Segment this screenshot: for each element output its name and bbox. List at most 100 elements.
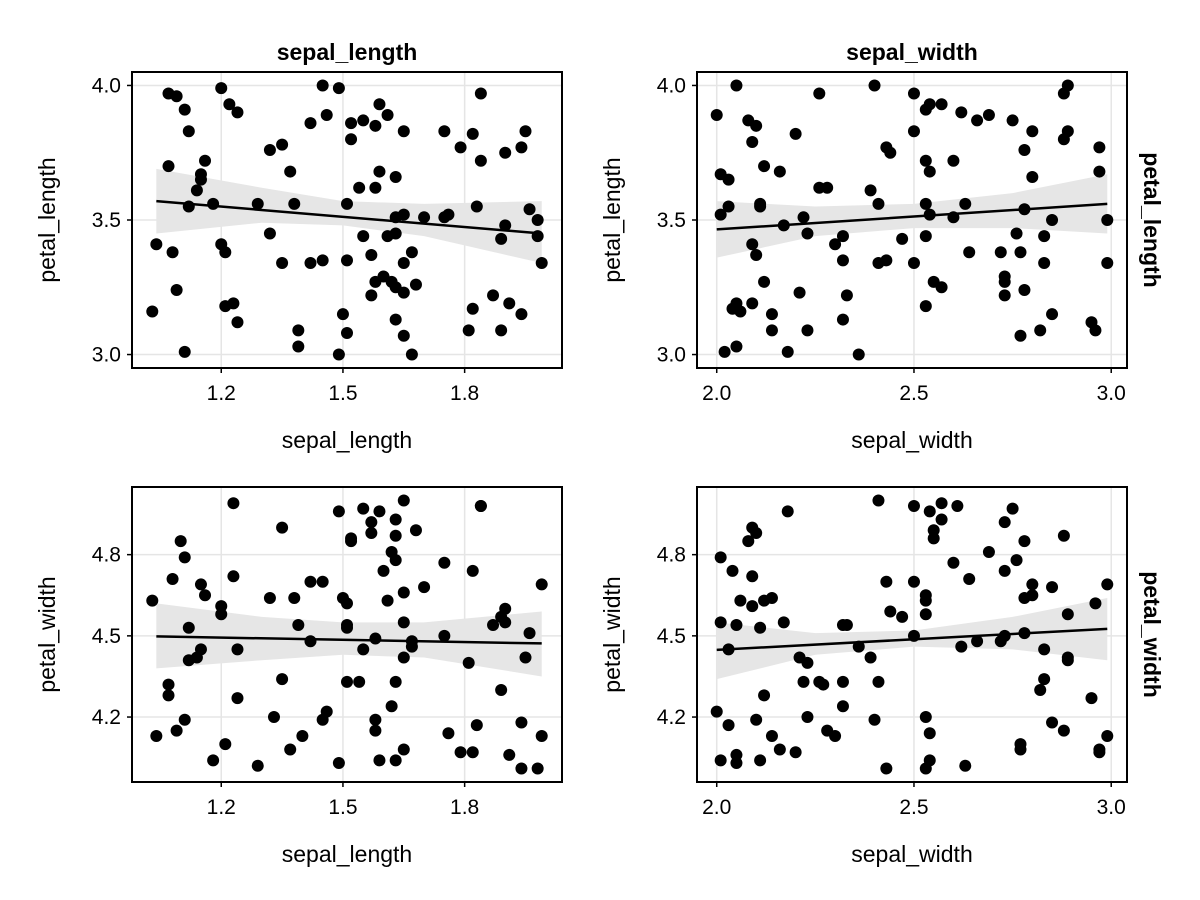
data-point [389,170,402,183]
data-point [178,103,191,116]
data-point [781,505,794,518]
data-point [1093,141,1106,154]
data-point [923,505,936,518]
data-point [466,127,479,140]
y-tick-label: 4.2 [657,706,686,729]
data-point [880,575,893,588]
data-point [418,581,431,594]
data-point [959,759,972,772]
data-point [454,746,467,759]
data-point [840,619,853,632]
data-point [495,232,508,245]
data-point [750,713,763,726]
data-point [288,591,301,604]
data-point [801,656,814,669]
data-point [474,499,487,512]
data-point [935,281,948,294]
data-point [495,683,508,696]
data-point [276,673,289,686]
data-point [405,348,418,361]
x-axis-label: sepal_width [851,427,972,453]
x-tick-label: 2.5 [899,796,928,819]
data-point [963,246,976,259]
x-tick-label: 1.8 [450,796,479,819]
data-point [836,675,849,688]
data-point [336,308,349,321]
data-point [438,556,451,569]
data-point [178,345,191,358]
data-point [531,762,544,775]
data-point [304,575,317,588]
data-point [397,125,410,138]
data-point [789,746,802,759]
data-point [357,230,370,243]
data-point [162,160,175,173]
data-point [1006,502,1019,515]
data-point [971,114,984,127]
data-point [267,711,280,724]
data-point [207,754,220,767]
x-tick-label: 1.2 [207,382,236,405]
data-point [750,527,763,540]
data-point [1018,535,1031,548]
data-point [852,640,865,653]
data-point [1046,581,1059,594]
data-point [178,713,191,726]
x-tick-label: 1.5 [328,796,357,819]
data-point [750,119,763,132]
data-point [714,208,727,221]
data-point [765,308,778,321]
data-point [365,248,378,261]
x-axis-label: sepal_length [282,841,412,867]
y-tick-label: 3.0 [92,344,121,367]
data-point [789,127,802,140]
data-point [951,499,964,512]
data-point [734,594,747,607]
y-tick-label: 4.5 [657,625,686,648]
regression-line [156,199,542,235]
data-point [1093,165,1106,178]
data-point [872,197,885,210]
data-point [397,616,410,629]
data-point [320,705,333,718]
data-point [292,324,305,337]
data-point [884,605,897,618]
data-point [836,313,849,326]
data-point [170,90,183,103]
data-point [178,551,191,564]
y-axis-label: petal_width [599,576,625,692]
data-point [381,109,394,122]
data-point [304,117,317,130]
data-point [405,246,418,259]
data-point [907,125,920,138]
data-point [742,535,755,548]
data-point [1046,214,1059,226]
data-point [474,87,487,100]
data-point [523,203,536,216]
data-point [535,729,548,742]
data-point [868,79,881,92]
data-point [1046,716,1059,729]
data-point [710,109,723,122]
data-point [199,589,212,602]
data-point [166,573,179,586]
data-point [817,678,830,691]
data-point [840,289,853,302]
data-point [231,106,244,119]
data-point [389,513,402,526]
data-point [880,254,893,267]
data-point [746,600,759,613]
data-point [341,675,353,688]
data-point [829,729,842,742]
data-point [503,748,516,761]
data-point [357,643,370,656]
data-point [884,146,897,159]
data-point [998,564,1011,577]
data-point [438,629,451,642]
data-point [935,497,948,510]
data-point [1061,608,1074,621]
data-point [466,564,479,577]
data-point [765,729,778,742]
panel-3: 2.0 2.5 3.0 4.2 4.5 4.8 sepal_width petal_width… [599,486,1165,867]
data-point [872,494,885,507]
